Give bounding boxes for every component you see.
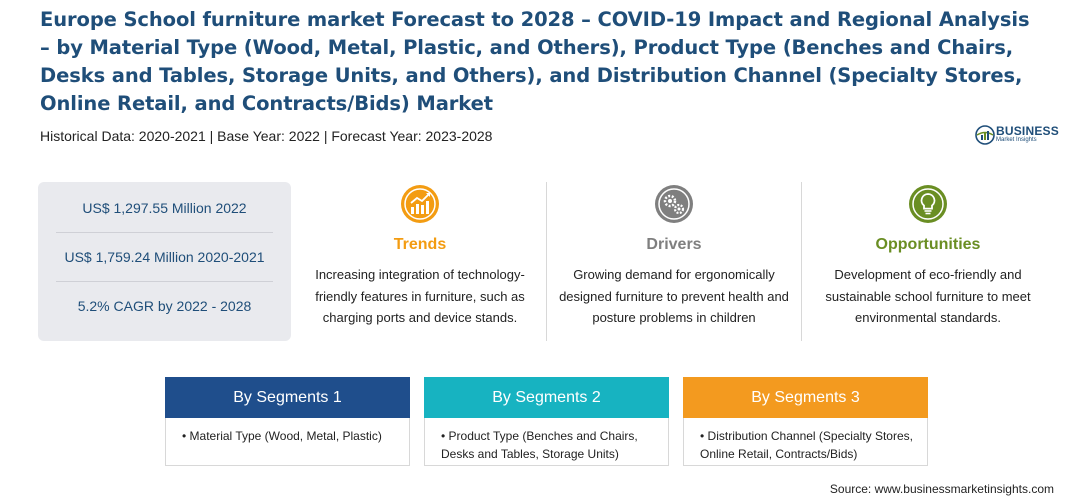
key-stats-panel: US$ 1,297.55 Million 2022 US$ 1,759.24 M… bbox=[38, 182, 291, 341]
lightbulb-icon bbox=[909, 185, 947, 223]
globe-chart-icon bbox=[975, 125, 995, 145]
gears-icon bbox=[655, 185, 693, 223]
drivers-text: Growing demand for ergonomically designe… bbox=[559, 267, 789, 325]
opportunities-heading: Opportunities bbox=[875, 236, 981, 253]
logo-name: BUSINESS bbox=[996, 124, 1059, 138]
stat-divider bbox=[56, 281, 273, 282]
stat-market-size-2022: US$ 1,297.55 Million 2022 bbox=[82, 200, 247, 216]
trends-heading: Trends bbox=[393, 236, 447, 253]
stat-market-size-historical: US$ 1,759.24 Million 2020-2021 bbox=[64, 249, 265, 265]
report-period-info: Historical Data: 2020-2021 | Base Year: … bbox=[40, 128, 493, 144]
page-title: Europe School furniture market Forecast … bbox=[40, 8, 1030, 115]
segment-3-text: • Distribution Channel (Specialty Stores… bbox=[700, 429, 913, 461]
column-divider bbox=[546, 182, 547, 341]
source-credit: Source: www.businessmarketinsights.com bbox=[829, 482, 1054, 496]
opportunities-text: Development of eco-friendly and sustaina… bbox=[825, 267, 1031, 325]
logo-tagline: Market Insights bbox=[996, 137, 1037, 143]
segment-1-text: • Material Type (Wood, Metal, Plastic) bbox=[182, 429, 382, 443]
column-divider bbox=[801, 182, 802, 341]
segment-card-2: By Segments 2 • Product Type (Benches an… bbox=[424, 377, 669, 466]
segment-1-title: By Segments 1 bbox=[165, 377, 410, 418]
trends-column: Trends Increasing integration of technol… bbox=[296, 182, 544, 341]
trends-text: Increasing integration of technology-fri… bbox=[315, 267, 525, 325]
opportunities-column: Opportunities Development of eco-friendl… bbox=[804, 182, 1052, 341]
segment-2-title: By Segments 2 bbox=[424, 377, 669, 418]
drivers-heading: Drivers bbox=[646, 236, 702, 253]
segment-card-1: By Segments 1 • Material Type (Wood, Met… bbox=[165, 377, 410, 466]
drivers-column: Drivers Growing demand for ergonomically… bbox=[550, 182, 798, 341]
company-logo: BUSINESS Market Insights bbox=[974, 123, 1064, 147]
stat-divider bbox=[56, 232, 273, 233]
trend-chart-icon bbox=[401, 185, 439, 223]
segment-2-text: • Product Type (Benches and Chairs, Desk… bbox=[441, 429, 638, 461]
segment-card-3: By Segments 3 • Distribution Channel (Sp… bbox=[683, 377, 928, 466]
stat-cagr: 5.2% CAGR by 2022 - 2028 bbox=[77, 298, 252, 314]
segment-3-title: By Segments 3 bbox=[683, 377, 928, 418]
